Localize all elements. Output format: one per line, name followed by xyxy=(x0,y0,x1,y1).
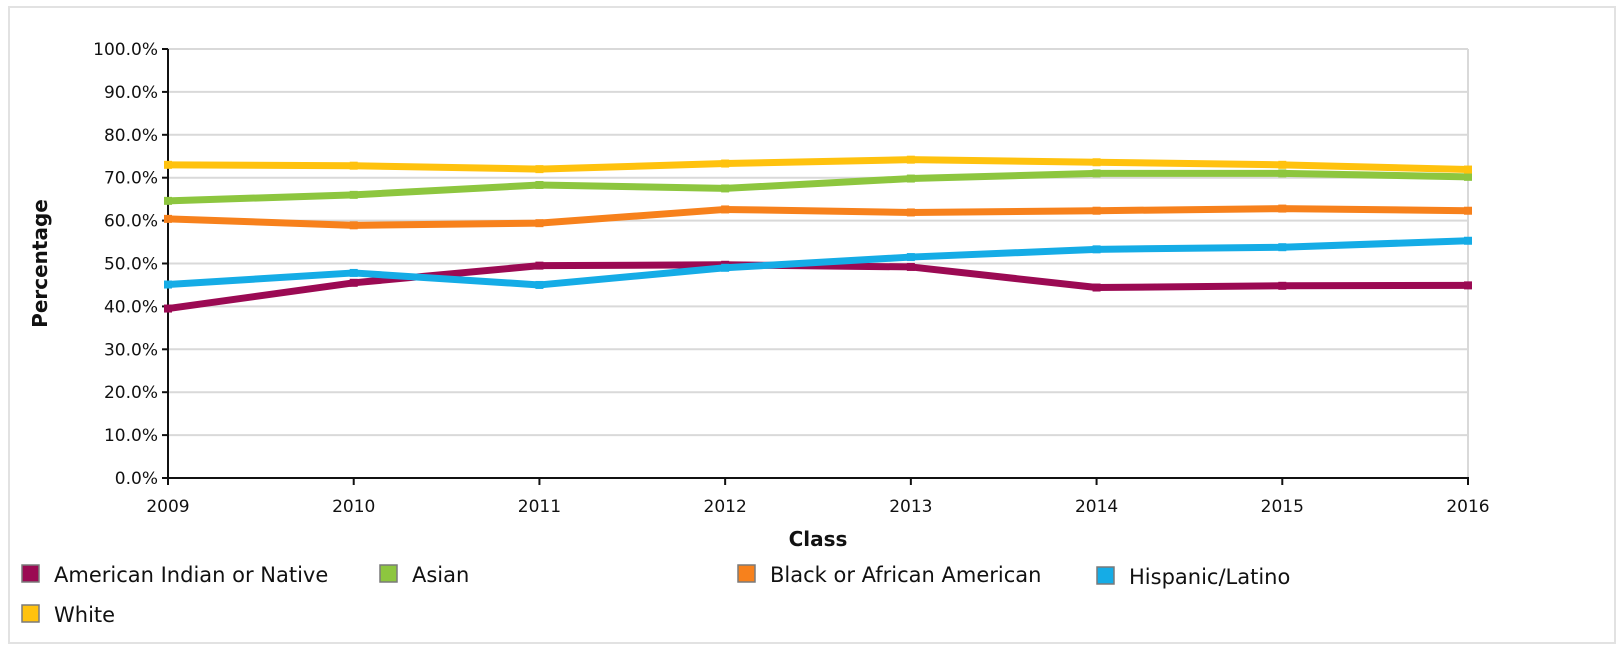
data-point xyxy=(164,196,172,205)
x-tick-label: 2016 xyxy=(1446,497,1489,517)
legend: American Indian or Native Asian Black or A… xyxy=(21,563,1290,627)
y-tick-label: 100.0% xyxy=(93,40,158,60)
legend-label: White xyxy=(54,603,115,627)
x-tick-label: 2013 xyxy=(889,497,932,517)
y-tick-label: 0.0% xyxy=(115,469,158,489)
data-point xyxy=(1092,158,1101,167)
legend-swatch xyxy=(21,564,40,583)
x-axis-title: Class xyxy=(789,527,848,551)
legend-swatch xyxy=(737,564,756,583)
data-point xyxy=(1278,243,1287,252)
data-point xyxy=(535,165,544,174)
series-line xyxy=(167,205,1469,229)
series-line xyxy=(167,156,1469,174)
x-tick-label: 2010 xyxy=(332,497,375,517)
y-tick-label: 10.0% xyxy=(104,426,158,446)
data-point xyxy=(1092,283,1101,292)
legend-swatch xyxy=(21,604,40,623)
series-lines xyxy=(164,155,1472,313)
x-tick-label: 2012 xyxy=(704,497,747,517)
x-axis-ticks: 2009 2010 2011 2012 2013 2014 2015 2016 xyxy=(146,478,1490,517)
data-point xyxy=(1464,165,1472,174)
data-point xyxy=(535,280,544,289)
data-point xyxy=(164,160,172,169)
legend-item: American Indian or Native xyxy=(21,563,328,587)
data-point xyxy=(1092,169,1101,178)
data-point xyxy=(1092,245,1101,254)
data-point xyxy=(721,205,730,214)
y-tick-label: 30.0% xyxy=(104,340,158,360)
data-point xyxy=(906,262,915,271)
series-1 xyxy=(164,169,1472,205)
data-point xyxy=(1278,169,1287,178)
data-point xyxy=(721,159,730,168)
data-point xyxy=(164,280,172,289)
legend-label: Asian xyxy=(412,563,469,587)
chart-frame xyxy=(8,6,1616,644)
data-point xyxy=(349,190,358,199)
series-3 xyxy=(164,236,1472,289)
data-point xyxy=(906,208,915,217)
legend-item: Hispanic/Latino xyxy=(1096,565,1290,589)
y-tick-label: 20.0% xyxy=(104,383,158,403)
legend-item: White xyxy=(21,603,115,627)
data-point xyxy=(1464,281,1472,290)
data-point xyxy=(906,174,915,183)
legend-swatch xyxy=(1096,566,1115,585)
legend-label: Hispanic/Latino xyxy=(1129,565,1290,589)
x-tick-label: 2015 xyxy=(1261,497,1304,517)
data-point xyxy=(1278,281,1287,290)
y-tick-label: 90.0% xyxy=(104,83,158,103)
series-line xyxy=(167,237,1469,289)
series-line xyxy=(167,169,1469,205)
data-point xyxy=(906,155,915,164)
legend-item: Black or African American xyxy=(737,563,1041,587)
data-point xyxy=(1278,204,1287,213)
x-tick-label: 2014 xyxy=(1075,497,1118,517)
y-tick-label: 80.0% xyxy=(104,126,158,146)
data-point xyxy=(721,263,730,272)
data-point xyxy=(535,261,544,270)
data-point xyxy=(349,221,358,230)
y-tick-label: 60.0% xyxy=(104,212,158,232)
x-tick-label: 2009 xyxy=(146,497,189,517)
y-axis-ticks: 0.0% 10.0% 20.0% 30.0% 40.0% 50.0% 60.0% 70.0% 8… xyxy=(93,40,168,489)
legend-swatch xyxy=(379,564,398,583)
data-point xyxy=(1464,206,1472,215)
data-point xyxy=(1092,206,1101,215)
series-0 xyxy=(164,260,1472,313)
data-point xyxy=(1278,160,1287,169)
data-point xyxy=(1464,236,1472,245)
data-point xyxy=(535,219,544,228)
legend-label: Black or African American xyxy=(770,563,1041,587)
data-point xyxy=(349,161,358,170)
x-tick-label: 2011 xyxy=(518,497,561,517)
y-tick-label: 70.0% xyxy=(104,169,158,189)
gridlines xyxy=(168,48,1469,478)
series-2 xyxy=(164,204,1472,230)
data-point xyxy=(164,304,172,313)
legend-item: Asian xyxy=(379,563,469,587)
y-axis-title: Percentage xyxy=(28,199,52,328)
y-tick-label: 50.0% xyxy=(104,255,158,275)
data-point xyxy=(164,214,172,223)
data-point xyxy=(906,253,915,262)
data-point xyxy=(349,278,358,287)
data-point xyxy=(721,184,730,193)
y-tick-label: 40.0% xyxy=(104,297,158,317)
series-4 xyxy=(164,155,1472,174)
legend-label: American Indian or Native xyxy=(54,563,328,587)
data-point xyxy=(1464,172,1472,181)
data-point xyxy=(535,180,544,189)
data-point xyxy=(349,268,358,277)
